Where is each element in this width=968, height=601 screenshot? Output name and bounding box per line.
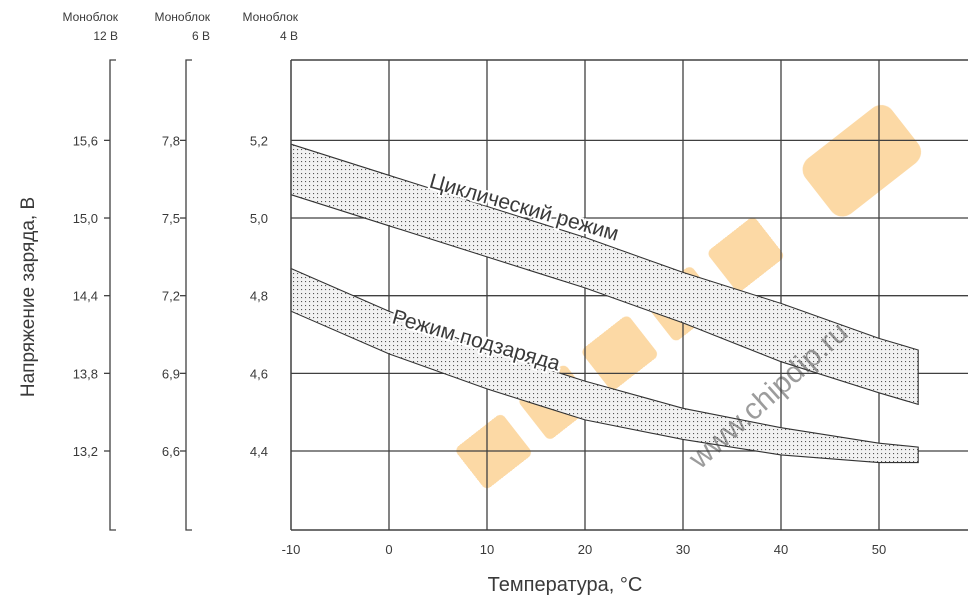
series-band [290,267,919,464]
x-tick-label: -10 [282,542,301,557]
x-tick-label: 0 [385,542,392,557]
x-tick-label: 10 [480,542,494,557]
x-tick-label: 20 [578,542,592,557]
series-band [290,143,919,406]
scale-tick-label: 7,2 [162,289,180,304]
scale-tick-label: 5,0 [250,211,268,226]
scale-header-unit: 12 В [93,29,118,43]
scale-tick-label: 13,8 [73,366,98,381]
scale-tick-label: 14,4 [73,289,98,304]
scale-tick-label: 4,8 [250,289,268,304]
scale-header-unit: 6 В [192,29,210,43]
scale-tick-label: 15,0 [73,211,98,226]
scale-header-name: Моноблок [243,10,299,24]
x-axis-title: Температура, °С [488,574,643,596]
scale-tick-label: 6,6 [162,444,180,459]
scale-header-name: Моноблок [63,10,119,24]
scale-tick-label: 7,8 [162,133,180,148]
scale-tick-label: 7,5 [162,211,180,226]
scale-tick-label: 5,2 [250,133,268,148]
labels: -100102030405060Моноблок4 В4,44,64,85,05… [18,10,886,596]
scale-header-unit: 4 В [280,29,298,43]
scale-bracket [185,59,192,531]
axes [104,59,968,531]
scale-tick-label: 13,2 [73,444,98,459]
x-tick-label: 40 [774,542,788,557]
scale-tick-label: 4,6 [250,366,268,381]
scale-tick-label: 4,4 [250,444,268,459]
scale-tick-label: 6,9 [162,366,180,381]
scale-header-name: Моноблок [155,10,211,24]
scale-tick-label: 15,6 [73,133,98,148]
x-tick-label: 50 [872,542,886,557]
scale-bracket [109,59,116,531]
x-tick-label: 30 [676,542,690,557]
bands [290,143,919,464]
y-axis-title: Напряжение заряда, В [18,197,39,397]
